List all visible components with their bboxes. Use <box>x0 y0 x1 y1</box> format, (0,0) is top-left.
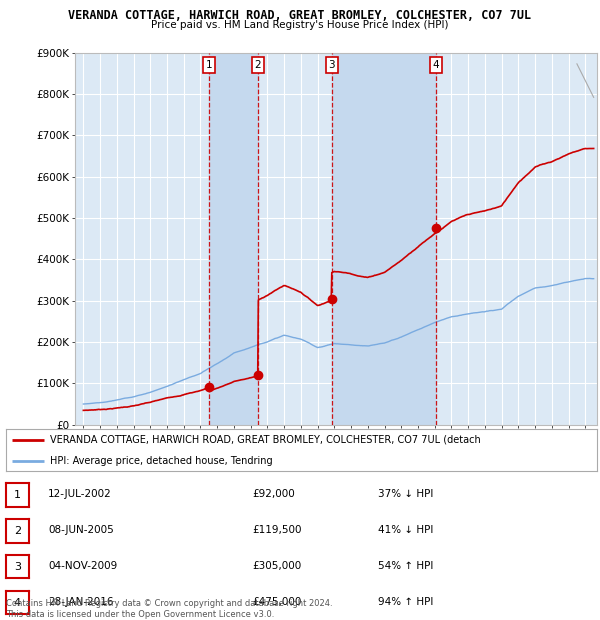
Text: 2: 2 <box>14 526 21 536</box>
Text: 1: 1 <box>206 60 212 70</box>
Text: 08-JUN-2005: 08-JUN-2005 <box>48 525 114 535</box>
Text: £305,000: £305,000 <box>252 561 301 571</box>
Text: 04-NOV-2009: 04-NOV-2009 <box>48 561 117 571</box>
Bar <box>332 53 436 425</box>
Text: HPI: Average price, detached house, Tendring: HPI: Average price, detached house, Tend… <box>50 456 273 466</box>
Text: £475,000: £475,000 <box>252 597 301 607</box>
Text: 12-JUL-2002: 12-JUL-2002 <box>48 489 112 499</box>
Text: 4: 4 <box>433 60 439 70</box>
Text: 1: 1 <box>14 490 21 500</box>
Text: 3: 3 <box>328 60 335 70</box>
Text: 54% ↑ HPI: 54% ↑ HPI <box>378 561 433 571</box>
Text: 37% ↓ HPI: 37% ↓ HPI <box>378 489 433 499</box>
Text: Contains HM Land Registry data © Crown copyright and database right 2024.
This d: Contains HM Land Registry data © Crown c… <box>6 600 332 619</box>
Text: 3: 3 <box>14 562 21 572</box>
Text: 28-JAN-2016: 28-JAN-2016 <box>48 597 113 607</box>
Text: £92,000: £92,000 <box>252 489 295 499</box>
Text: VERANDA COTTAGE, HARWICH ROAD, GREAT BROMLEY, COLCHESTER, CO7 7UL: VERANDA COTTAGE, HARWICH ROAD, GREAT BRO… <box>68 9 532 22</box>
Text: £119,500: £119,500 <box>252 525 302 535</box>
Bar <box>209 53 258 425</box>
Text: VERANDA COTTAGE, HARWICH ROAD, GREAT BROMLEY, COLCHESTER, CO7 7UL (detach: VERANDA COTTAGE, HARWICH ROAD, GREAT BRO… <box>50 435 481 445</box>
Text: 41% ↓ HPI: 41% ↓ HPI <box>378 525 433 535</box>
Text: Price paid vs. HM Land Registry's House Price Index (HPI): Price paid vs. HM Land Registry's House … <box>151 20 449 30</box>
Text: 94% ↑ HPI: 94% ↑ HPI <box>378 597 433 607</box>
Text: 4: 4 <box>14 598 21 608</box>
Text: 2: 2 <box>255 60 262 70</box>
